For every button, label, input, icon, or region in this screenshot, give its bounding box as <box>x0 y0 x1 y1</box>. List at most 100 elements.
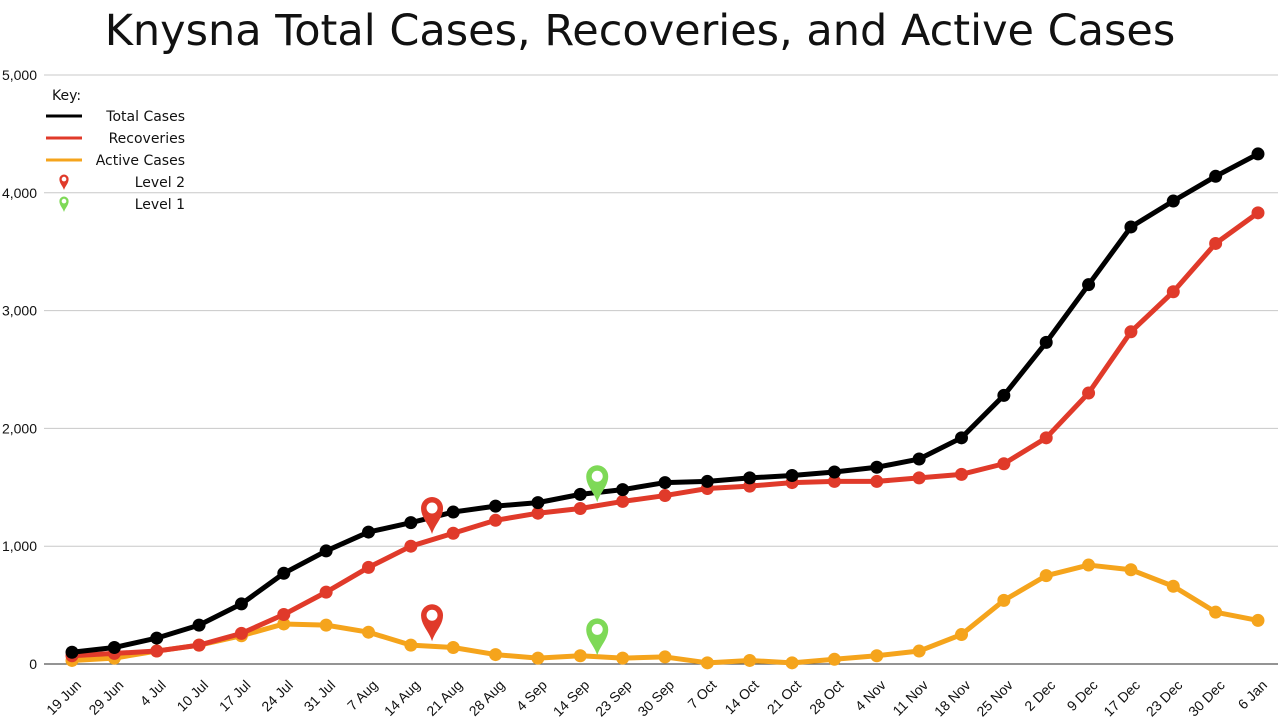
data-point <box>107 641 121 655</box>
data-point <box>912 452 926 466</box>
data-point <box>1039 431 1053 445</box>
pin-hole <box>426 609 438 621</box>
x-tick-label: 29 Jun <box>85 677 126 718</box>
data-point <box>446 505 460 519</box>
level-marker <box>586 465 609 503</box>
data-point <box>827 652 841 666</box>
x-tick-label: 2 Dec <box>1021 677 1058 714</box>
data-point <box>362 560 375 574</box>
data-point <box>234 626 248 640</box>
x-tick-label: 4 Jul <box>137 677 169 709</box>
data-point <box>192 638 206 652</box>
x-tick-label: 31 Jul <box>301 677 339 715</box>
data-point <box>785 469 799 483</box>
data-point <box>997 388 1011 402</box>
data-point <box>404 638 418 652</box>
data-point <box>827 474 841 488</box>
data-point <box>1082 386 1096 400</box>
data-point <box>404 516 418 530</box>
legend-title: Key: <box>52 88 81 104</box>
data-point <box>234 597 248 611</box>
x-tick-label: 21 Oct <box>764 677 805 718</box>
x-tick-label: 24 Jul <box>258 677 296 715</box>
pin-body <box>59 196 69 212</box>
data-point <box>446 526 460 540</box>
data-point <box>1082 558 1096 572</box>
pin-hole <box>61 176 67 182</box>
data-point <box>573 502 587 516</box>
pin-hole <box>591 623 603 635</box>
x-tick-label: 14 Oct <box>721 677 762 718</box>
legend-label: Level 2 <box>135 175 185 191</box>
data-point <box>616 483 630 497</box>
x-tick-label: 7 Oct <box>684 677 719 712</box>
data-point <box>700 656 714 670</box>
x-tick-label: 7 Aug <box>344 677 381 714</box>
legend-label: Active Cases <box>96 153 185 169</box>
data-point <box>658 650 672 664</box>
data-point <box>192 618 206 632</box>
y-tick-label: 2,000 <box>2 420 37 436</box>
data-point <box>870 460 884 474</box>
y-tick-label: 0 <box>29 656 37 672</box>
level-marker <box>421 604 444 642</box>
data-point <box>319 585 333 599</box>
data-point <box>531 506 545 520</box>
y-tick-label: 1,000 <box>2 538 37 554</box>
legend: Key: Total Cases Recoveries Active Cases Lev… <box>46 88 185 213</box>
gridlines <box>44 74 1278 665</box>
data-point <box>404 539 418 553</box>
data-point <box>997 593 1011 607</box>
x-tick-label: 25 Nov <box>973 677 1016 720</box>
data-point <box>1251 147 1265 161</box>
data-point <box>489 499 503 513</box>
x-tick-label: 17 Dec <box>1100 677 1143 720</box>
data-point <box>1039 335 1053 349</box>
data-point <box>616 494 630 508</box>
x-tick-label: 23 Dec <box>1143 677 1186 720</box>
data-point <box>1039 569 1053 583</box>
data-point <box>658 476 672 490</box>
legend-label: Total Cases <box>105 109 185 125</box>
data-point <box>1166 579 1180 593</box>
data-point <box>955 431 968 445</box>
data-point <box>150 631 164 645</box>
data-point <box>1209 236 1223 250</box>
data-point <box>997 457 1011 471</box>
level-marker <box>421 497 444 535</box>
pin-hole <box>591 470 603 482</box>
series-line <box>71 562 1259 666</box>
data-point <box>573 649 587 663</box>
x-tick-label: 10 Jul <box>173 677 211 715</box>
y-tick-label: 5,000 <box>2 67 37 83</box>
pin-hole <box>426 502 438 514</box>
data-point <box>700 474 714 488</box>
x-tick-label: 17 Jul <box>216 677 254 715</box>
y-tick-label: 4,000 <box>2 185 37 201</box>
data-point <box>1209 169 1223 183</box>
data-point <box>1082 278 1096 292</box>
pin-body <box>421 497 444 535</box>
y-tick-label: 3,000 <box>2 303 37 319</box>
level-markers <box>421 465 609 656</box>
data-point <box>870 649 884 663</box>
x-tick-label: 14 Sep <box>550 677 593 720</box>
series-line <box>71 210 1260 659</box>
x-tick-label: 30 Dec <box>1185 677 1228 720</box>
series-group <box>65 147 1265 670</box>
pin-body <box>586 465 609 503</box>
data-point <box>912 644 926 658</box>
y-axis: 0 1,000 2,000 3,000 4,000 5,000 <box>2 67 37 672</box>
x-tick-label: 9 Dec <box>1064 677 1101 714</box>
data-point <box>573 487 587 501</box>
pin-body <box>421 604 444 642</box>
data-point <box>1166 285 1180 299</box>
legend-pin-icon <box>59 196 69 212</box>
data-point <box>277 617 291 631</box>
x-tick-label: 28 Aug <box>466 677 508 719</box>
data-point <box>1166 194 1180 208</box>
pin-hole <box>61 198 67 204</box>
x-tick-label: 21 Aug <box>423 677 465 719</box>
data-point <box>531 496 545 510</box>
